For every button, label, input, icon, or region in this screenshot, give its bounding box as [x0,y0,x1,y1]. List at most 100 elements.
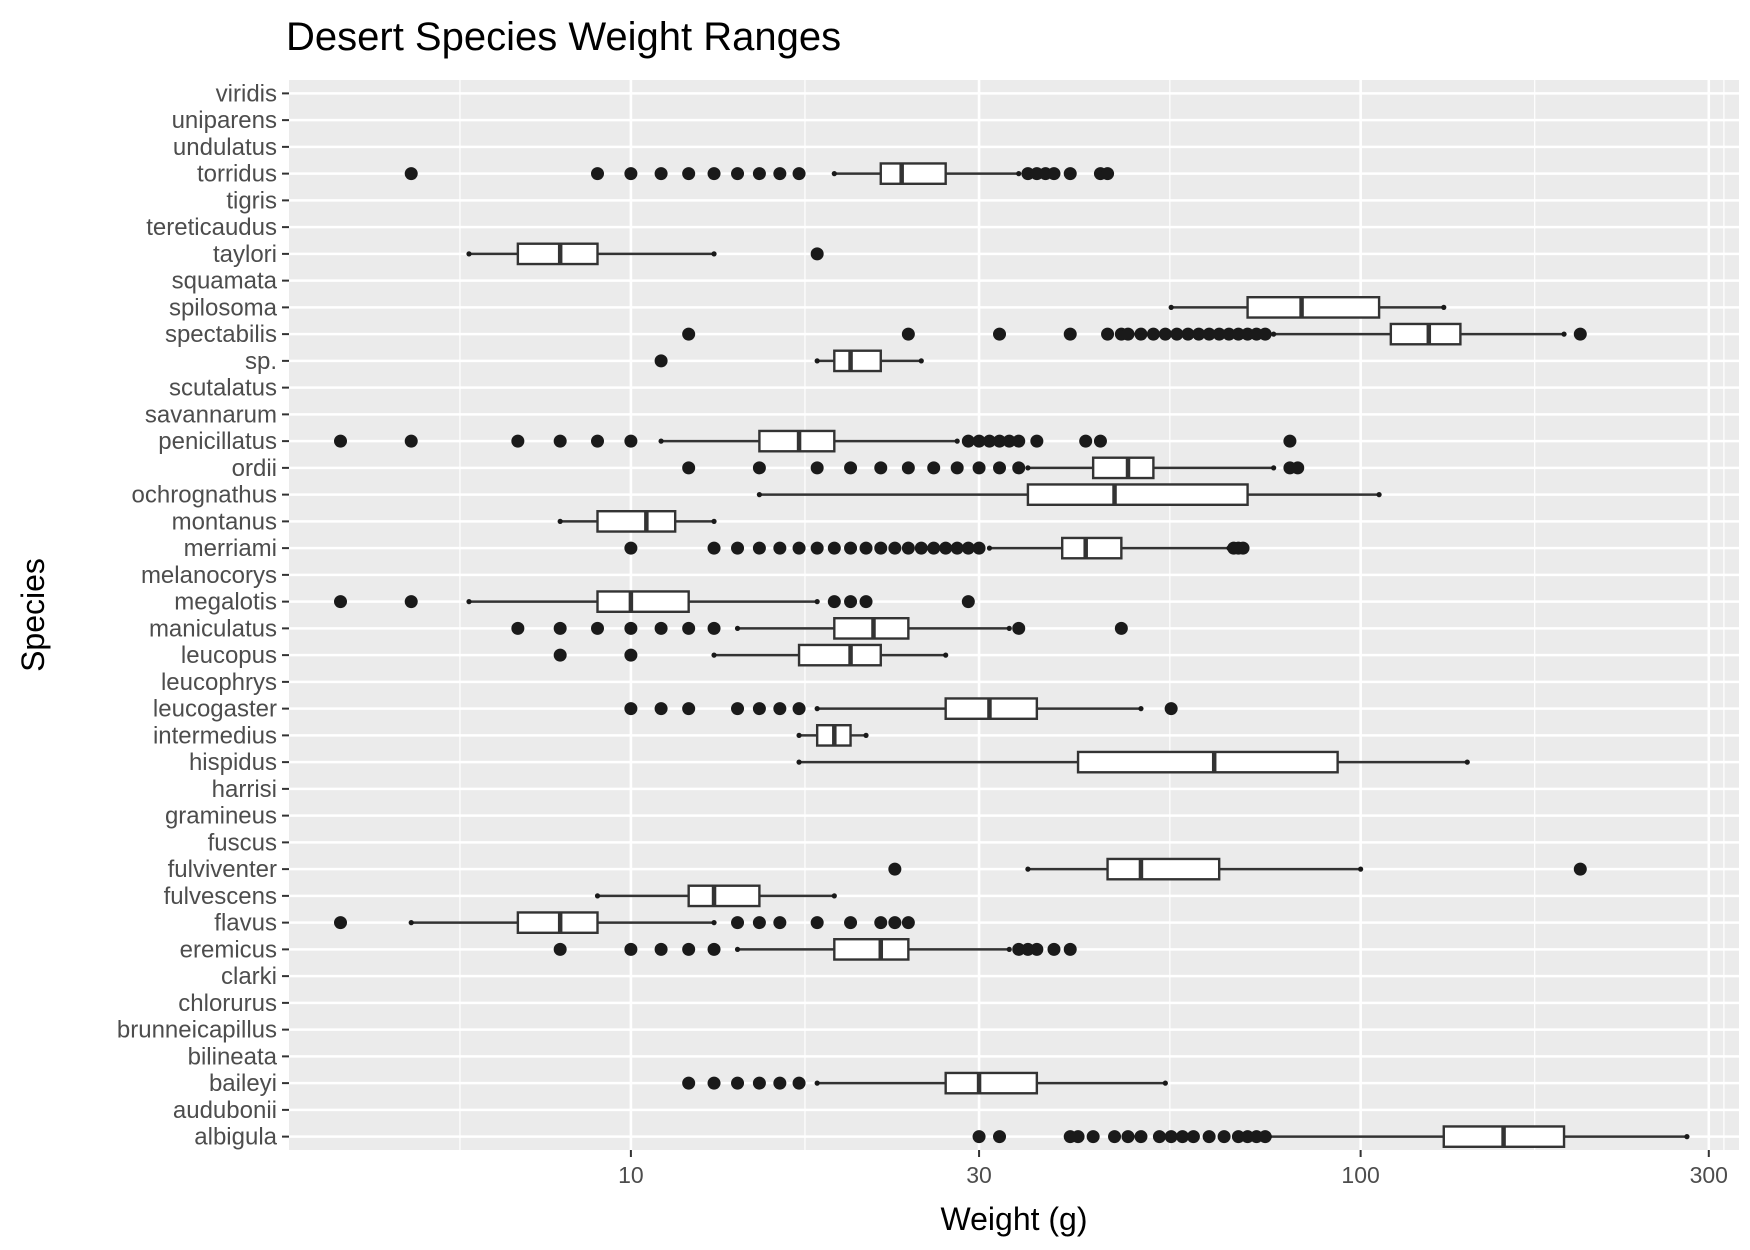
whisker-end-point [954,438,960,444]
outlier-point [731,916,745,930]
box-iqr [1026,483,1249,506]
outlier-point [1012,434,1026,448]
outlier-point [682,461,696,475]
whisker-end-point [1168,304,1174,310]
whisker-end-point [831,893,837,899]
whisker-end-point [1006,625,1012,631]
outlier-point [1108,1130,1122,1144]
outlier-point [1101,327,1115,341]
y-tick-label: maniculatus [149,615,277,642]
outlier-point [1231,1130,1245,1144]
box-torridus [404,162,1115,185]
y-tick-label: melanocorys [141,562,277,589]
y-tick-label: megalotis [174,589,277,616]
outlier-point [1121,327,1135,341]
box-fulviventer [888,857,1587,881]
outlier-point [1063,327,1077,341]
outlier-point [993,434,1007,448]
outlier-point [1063,167,1077,181]
outlier-point [752,167,766,181]
box-iqr [516,911,599,934]
y-tick-label: audubonii [173,1097,277,1124]
y-tick-label: ordii [232,455,277,482]
outlier-point [901,916,915,930]
outlier-point [888,541,902,555]
outlier-point [773,702,787,716]
whisker-end-point [734,946,741,952]
outlier-point [1241,327,1255,341]
outlier-point [1093,434,1107,448]
box-iqr [797,643,882,667]
outlier-point [624,167,638,181]
x-tick-label: 30 [966,1162,992,1188]
whisker-end-point [1358,866,1364,872]
box-spilosoma [1168,296,1447,319]
outlier-point [1079,434,1093,448]
whisker-end-point [1271,331,1277,337]
box-iqr [1091,456,1155,480]
outlier-point [993,327,1007,341]
outlier-point [1012,461,1026,475]
whisker-end-point [711,251,717,257]
box-leucogaster [624,697,1178,720]
y-tick-label: ochrognathus [132,482,277,509]
whisker-end-point [1561,331,1567,337]
outlier-point [682,942,696,956]
box-taylori [466,242,824,266]
whisker-end-point [814,358,820,364]
outlier-point [1217,1130,1231,1144]
whisker-end-point [1226,545,1232,551]
whisker-end-point [1162,1080,1168,1086]
outlier-point [707,942,721,956]
outlier-point [1164,702,1178,716]
y-tick-label: flavus [214,910,277,937]
outlier-point [1030,434,1044,448]
outlier-point [591,621,605,635]
box-maniculatus [511,617,1128,640]
outlier-point [844,541,858,555]
y-tick-label: albigula [194,1124,277,1151]
y-tick-label: gramineus [165,803,277,830]
box-ochrognathus [756,483,1382,506]
outlier-point [1170,327,1184,341]
whisker-end-point [1684,1134,1690,1140]
whisker-end-point [1441,304,1447,310]
box-merriami [624,536,1250,560]
outlier-point [1134,327,1148,341]
outlier-point [624,621,638,635]
outlier-point [731,702,745,716]
y-tick-label: scutalatus [169,375,277,402]
outlier-point [1021,167,1035,181]
outlier-point [950,461,964,475]
whisker-end-point [943,652,949,658]
y-tick-label: montanus [172,508,277,535]
outlier-point [1202,327,1216,341]
outlier-point [1012,942,1026,956]
box-iqr [833,349,882,373]
outlier-point [927,541,941,555]
species-axis: viridisuniparensundulatustorridustigrist… [117,80,289,1151]
outlier-point [682,702,696,716]
outlier-point [961,434,975,448]
box-penicillatus [334,429,1297,453]
whisker-end-point [1138,706,1144,712]
box-iqr [833,938,910,961]
outlier-point [731,1076,745,1090]
outlier-point [1063,942,1077,956]
x-tick-label: 10 [618,1162,644,1188]
y-tick-label: fuscus [208,829,277,856]
whisker-end-point [1006,946,1012,952]
outlier-point [1158,327,1172,341]
whisker-end-point [466,251,472,257]
whisker-end-point [711,652,717,658]
box-iqr [596,510,677,533]
y-tick-label: savannarum [145,401,277,428]
outlier-point [511,621,525,635]
whisker-end-point [831,171,837,177]
outlier-point [1047,942,1061,956]
outlier-point [1241,1130,1255,1144]
outlier-point [773,167,787,181]
outlier-point [752,541,766,555]
plot-panel [289,80,1739,1150]
